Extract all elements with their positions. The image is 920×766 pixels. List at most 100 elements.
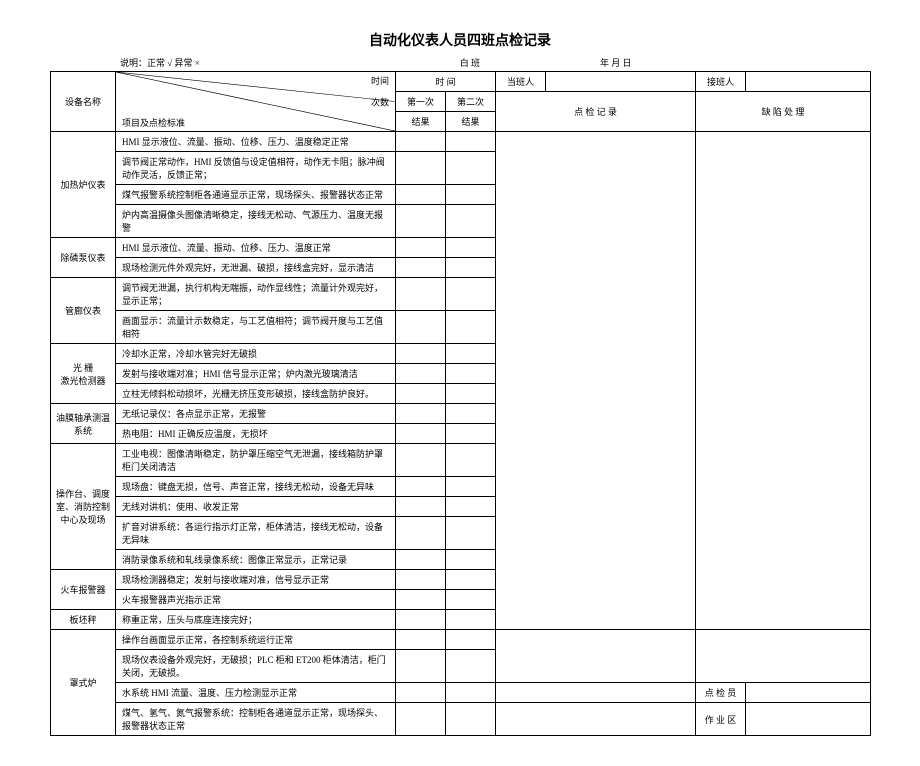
result-cell-2 — [446, 311, 496, 344]
record-blank — [496, 703, 696, 736]
result-cell-1 — [396, 238, 446, 258]
result-cell-1 — [396, 517, 446, 550]
result-cell-2 — [446, 404, 496, 424]
diag-mid: 次数 — [371, 95, 389, 108]
result-cell-2 — [446, 424, 496, 444]
result-cell-1 — [396, 424, 446, 444]
page-title: 自动化仪表人员四班点检记录 — [50, 30, 870, 50]
check-item: 画面显示：流量计示数稳定，与工艺值相符；调节阀开度与工艺值相符 — [116, 311, 396, 344]
group-name: 光 栅 激光检测器 — [51, 344, 116, 404]
result-cell-1 — [396, 497, 446, 517]
check-item: 现场仪表设备外观完好，无破损；PLC 柜和 ET200 柜体清洁，柜门关闭，无破… — [116, 650, 396, 683]
record-blank — [496, 683, 696, 703]
result-cell-2 — [446, 384, 496, 404]
check-item: 无纸记录仪：各点显示正常，无报警 — [116, 404, 396, 424]
result-cell-2 — [446, 497, 496, 517]
section-label: 作 业 区 — [696, 703, 746, 736]
check-item: 调节阀无泄漏，执行机构无喘振，动作显线性；流量计外观完好，显示正常； — [116, 278, 396, 311]
result-cell-2 — [446, 550, 496, 570]
result-cell-2 — [446, 185, 496, 205]
result-cell-1 — [396, 132, 446, 152]
group-name: 加热炉仪表 — [51, 132, 116, 238]
group-name: 火车报警器 — [51, 570, 116, 610]
date-label: 年 月 日 — [600, 56, 632, 69]
shift-label: 白 班 — [460, 56, 480, 69]
check-item: 冷却水正常，冷却水管完好无破损 — [116, 344, 396, 364]
result-cell-1 — [396, 570, 446, 590]
result-cell-2 — [446, 650, 496, 683]
check-item: 称重正常，压头与底座连接完好； — [116, 610, 396, 630]
hdr-time: 时 间 — [396, 72, 496, 92]
header-row: 说明：正常 √ 异常 × 白 班 年 月 日 — [50, 56, 870, 69]
group-name: 操作台、调度室、消防控制中心及现场 — [51, 444, 116, 570]
result-cell-2 — [446, 683, 496, 703]
result-cell-1 — [396, 610, 446, 630]
defect-area — [696, 132, 871, 630]
diag-top: 时间 — [371, 74, 389, 87]
hdr-record: 点 检 记 录 — [496, 92, 696, 132]
result-cell-1 — [396, 311, 446, 344]
result-cell-2 — [446, 590, 496, 610]
hdr-receiver: 接班人 — [696, 72, 746, 92]
legend-text: 说明：正常 √ 异常 × — [120, 56, 200, 69]
diag-bot: 项目及点检标准 — [122, 116, 185, 129]
check-item: 操作台画面显示正常，各控制系统运行正常 — [116, 630, 396, 650]
result-cell-2 — [446, 364, 496, 384]
result-cell-1 — [396, 258, 446, 278]
result-cell-1 — [396, 630, 446, 650]
hdr-result1: 结果 — [396, 112, 446, 132]
check-item: 水系统 HMI 流量、温度、压力检测显示正常 — [116, 683, 396, 703]
inspector-value — [746, 683, 871, 703]
check-item: 煤气报警系统控制柜各通道显示正常，现场探头、报警器状态正常 — [116, 185, 396, 205]
result-cell-2 — [446, 570, 496, 590]
check-item: 煤气、氢气、氮气报警系统：控制柜各通道显示正常，现场探头、报警器状态正常 — [116, 703, 396, 736]
hdr-second: 第二次 — [446, 92, 496, 112]
hdr-duty-person: 当班人 — [496, 72, 546, 92]
result-cell-2 — [446, 238, 496, 258]
result-cell-2 — [446, 205, 496, 238]
group-name: 油膜轴承测温系统 — [51, 404, 116, 444]
result-cell-1 — [396, 152, 446, 185]
result-cell-2 — [446, 258, 496, 278]
result-cell-2 — [446, 703, 496, 736]
group-name: 管廊仪表 — [51, 278, 116, 344]
result-cell-1 — [396, 185, 446, 205]
check-item: HMI 显示液位、流量、振动、位移、压力、温度正常 — [116, 238, 396, 258]
result-cell-1 — [396, 683, 446, 703]
section-value — [746, 703, 871, 736]
check-item: 火车报警器声光指示正常 — [116, 590, 396, 610]
result-cell-1 — [396, 550, 446, 570]
result-cell-1 — [396, 477, 446, 497]
check-item: 热电阻：HMI 正确反应温度，无损坏 — [116, 424, 396, 444]
check-item: 现场检测器稳定；发射与接收端对准，信号显示正常 — [116, 570, 396, 590]
result-cell-1 — [396, 590, 446, 610]
record-area-last — [496, 630, 696, 683]
result-cell-2 — [446, 630, 496, 650]
check-item: 发射与接收端对准；HMI 信号显示正常；炉内激光玻璃清洁 — [116, 364, 396, 384]
hdr-first: 第一次 — [396, 92, 446, 112]
result-cell-1 — [396, 384, 446, 404]
inspection-table: 设备名称 时间 次数 项目及点检标准 时 间 当班人 接班人 第一次 第二次 点… — [50, 71, 871, 736]
check-item: 消防录像系统和轧线录像系统：图像正常显示，正常记录 — [116, 550, 396, 570]
result-cell-1 — [396, 205, 446, 238]
hdr-equip-name: 设备名称 — [51, 72, 116, 132]
check-item: 扩音对讲系统：各运行指示灯正常，柜体清洁，接线无松动，设备无异味 — [116, 517, 396, 550]
check-item: 炉内高温摄像头图像清晰稳定，接线无松动、气源压力、温度无报警 — [116, 205, 396, 238]
check-item: 工业电视：图像清晰稳定，防护罩压缩空气无泄漏，接线箱防护罩柜门关闭清洁 — [116, 444, 396, 477]
check-item: 无线对讲机：使用、收发正常 — [116, 497, 396, 517]
check-item: 现场检测元件外观完好，无泄漏、破损，接线盒完好，显示清洁 — [116, 258, 396, 278]
check-item: 调节阀正常动作，HMI 反馈值与设定值相符，动作无卡阻；脉冲阀动作灵活，反馈正常… — [116, 152, 396, 185]
receiver-value — [746, 72, 871, 92]
result-cell-2 — [446, 610, 496, 630]
record-area — [496, 132, 696, 630]
inspector-label: 点 检 员 — [696, 683, 746, 703]
group-name: 除磷泵仪表 — [51, 238, 116, 278]
result-cell-2 — [446, 152, 496, 185]
group-name: 罩式炉 — [51, 630, 116, 736]
result-cell-2 — [446, 344, 496, 364]
check-item: 立柱无倾斜松动损坏，光栅无挤压变形破损，接线盒防护良好。 — [116, 384, 396, 404]
result-cell-1 — [396, 703, 446, 736]
result-cell-2 — [446, 517, 496, 550]
result-cell-2 — [446, 477, 496, 497]
result-cell-1 — [396, 344, 446, 364]
